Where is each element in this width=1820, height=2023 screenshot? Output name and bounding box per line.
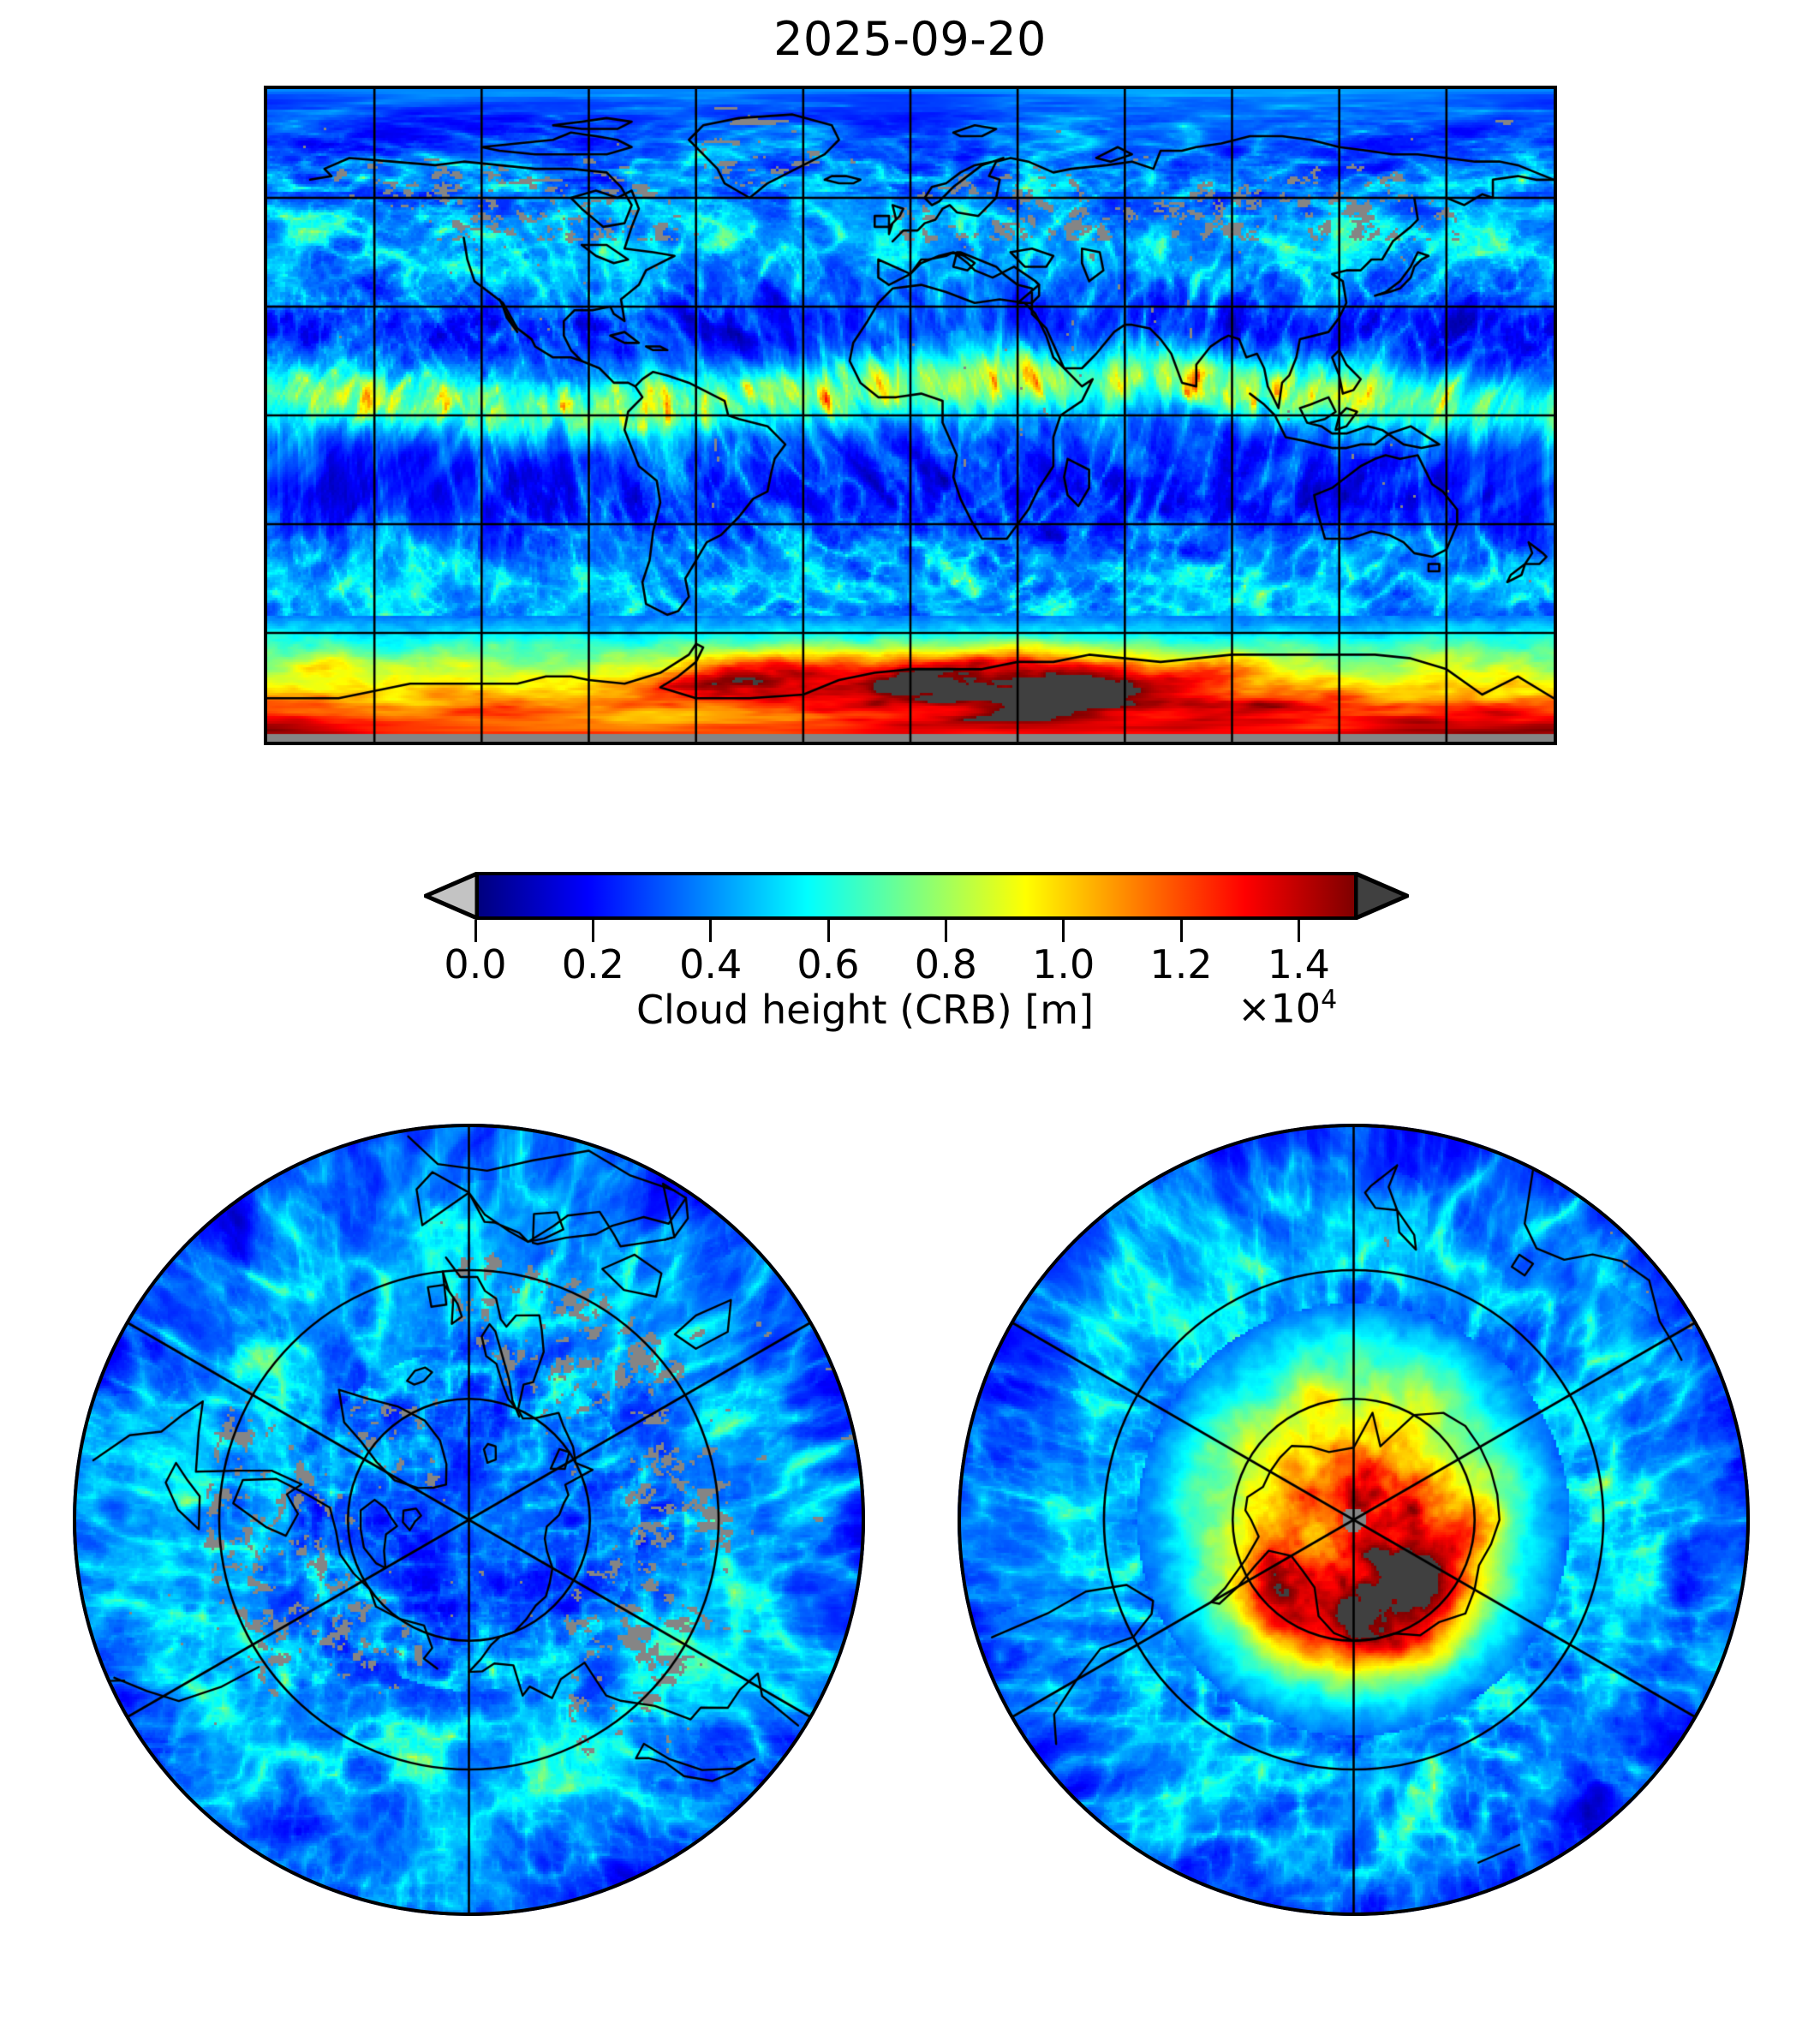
colorbar-gradient xyxy=(475,872,1358,920)
colorbar-tick-label: 1.0 xyxy=(1032,941,1095,988)
colorbar-tick-label: 0.0 xyxy=(444,941,507,988)
colorbar-tick xyxy=(591,920,594,942)
global-map-canvas xyxy=(267,89,1554,742)
south-polar-panel xyxy=(958,1124,1750,1916)
colorbar-tick-label: 0.2 xyxy=(561,941,624,988)
north-polar-canvas xyxy=(73,1124,865,1916)
colorbar-tick-label: 0.6 xyxy=(797,941,860,988)
colorbar-offset-exponent: 4 xyxy=(1321,985,1338,1015)
north-polar-clip xyxy=(73,1124,865,1916)
colorbar-ticks xyxy=(424,920,1396,942)
global-map-panel xyxy=(264,86,1557,745)
south-polar-canvas xyxy=(958,1124,1750,1916)
colorbar-tick xyxy=(709,920,713,942)
colorbar-tick xyxy=(1179,920,1183,942)
colorbar-axis-label: Cloud height (CRB) [m] xyxy=(636,987,1095,1033)
colorbar-tick-label: 0.4 xyxy=(679,941,743,988)
colorbar-tick-label: 1.4 xyxy=(1267,941,1330,988)
colorbar-offset-text: ×104 xyxy=(1238,985,1337,1031)
colorbar-group: 0.0 0.2 0.4 0.6 0.8 1.0 1.2 1.4 Cloud height (C… xyxy=(0,856,1820,1045)
colorbar-tick-label: 1.2 xyxy=(1149,941,1213,988)
colorbar-under-arrow xyxy=(424,872,477,920)
south-polar-clip xyxy=(958,1124,1750,1916)
colorbar-tick xyxy=(1297,920,1300,942)
colorbar-tick-labels: 0.0 0.2 0.4 0.6 0.8 1.0 1.2 1.4 xyxy=(424,942,1396,990)
colorbar-tick xyxy=(474,920,477,942)
north-polar-panel xyxy=(73,1124,865,1916)
page-title: 2025-09-20 xyxy=(773,12,1047,66)
colorbar-tick xyxy=(944,920,947,942)
colorbar-tick-label: 0.8 xyxy=(914,941,977,988)
colorbar[interactable] xyxy=(424,872,1409,920)
colorbar-tick xyxy=(826,920,830,942)
colorbar-over-arrow xyxy=(1356,872,1409,920)
colorbar-tick xyxy=(1062,920,1065,942)
colorbar-offset-base: ×10 xyxy=(1238,985,1322,1032)
